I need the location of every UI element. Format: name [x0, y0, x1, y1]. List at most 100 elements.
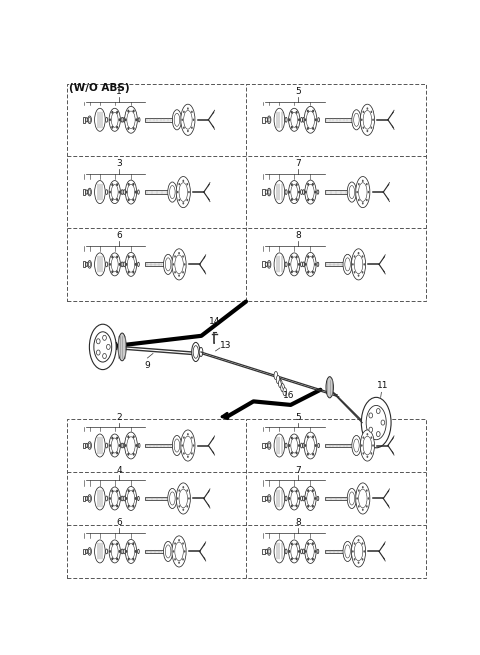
- Ellipse shape: [303, 117, 305, 122]
- Ellipse shape: [121, 443, 123, 448]
- Circle shape: [179, 183, 180, 185]
- Ellipse shape: [121, 190, 123, 195]
- Circle shape: [288, 497, 290, 500]
- Circle shape: [111, 255, 113, 258]
- Circle shape: [352, 263, 354, 265]
- Ellipse shape: [181, 104, 195, 136]
- Circle shape: [128, 558, 130, 561]
- Circle shape: [296, 504, 298, 508]
- Ellipse shape: [88, 495, 91, 502]
- Circle shape: [358, 539, 360, 542]
- Ellipse shape: [305, 540, 316, 563]
- Ellipse shape: [288, 253, 300, 276]
- Circle shape: [296, 489, 298, 493]
- Ellipse shape: [172, 436, 181, 456]
- Circle shape: [188, 497, 190, 500]
- Circle shape: [367, 130, 368, 132]
- Ellipse shape: [176, 176, 191, 208]
- Ellipse shape: [317, 262, 319, 267]
- Circle shape: [367, 107, 368, 110]
- Circle shape: [288, 550, 290, 553]
- Ellipse shape: [95, 181, 105, 204]
- Circle shape: [132, 489, 134, 492]
- Circle shape: [128, 255, 130, 258]
- Circle shape: [376, 409, 380, 413]
- Ellipse shape: [300, 190, 303, 195]
- Ellipse shape: [123, 117, 125, 122]
- Ellipse shape: [347, 182, 357, 202]
- Circle shape: [116, 504, 118, 508]
- Circle shape: [119, 119, 120, 121]
- Circle shape: [304, 119, 306, 121]
- Ellipse shape: [343, 542, 352, 561]
- Ellipse shape: [265, 443, 267, 447]
- Circle shape: [291, 198, 293, 201]
- Ellipse shape: [351, 536, 366, 567]
- Circle shape: [187, 130, 189, 132]
- Circle shape: [179, 505, 180, 508]
- Ellipse shape: [303, 190, 305, 195]
- Circle shape: [103, 354, 107, 358]
- Text: 1: 1: [116, 87, 122, 96]
- Ellipse shape: [274, 487, 285, 510]
- Ellipse shape: [288, 108, 300, 131]
- Ellipse shape: [303, 549, 305, 554]
- Circle shape: [366, 489, 368, 492]
- Ellipse shape: [109, 540, 120, 563]
- FancyBboxPatch shape: [145, 190, 168, 194]
- Circle shape: [179, 199, 180, 201]
- Circle shape: [127, 436, 130, 438]
- Circle shape: [298, 550, 300, 553]
- Ellipse shape: [285, 549, 287, 554]
- Circle shape: [358, 561, 360, 564]
- Circle shape: [119, 497, 120, 500]
- Circle shape: [125, 191, 127, 193]
- Ellipse shape: [138, 443, 140, 447]
- Text: 4: 4: [116, 466, 122, 474]
- Ellipse shape: [305, 180, 316, 204]
- Circle shape: [368, 497, 369, 500]
- Ellipse shape: [305, 252, 316, 276]
- Circle shape: [182, 255, 184, 257]
- Circle shape: [362, 436, 364, 439]
- Ellipse shape: [176, 483, 191, 514]
- Ellipse shape: [285, 262, 287, 267]
- Ellipse shape: [274, 108, 285, 131]
- Ellipse shape: [106, 190, 108, 195]
- Circle shape: [369, 413, 372, 418]
- FancyBboxPatch shape: [262, 189, 265, 195]
- Ellipse shape: [86, 443, 88, 447]
- Ellipse shape: [181, 430, 195, 461]
- Circle shape: [367, 433, 368, 436]
- Circle shape: [358, 505, 360, 508]
- Circle shape: [172, 550, 174, 553]
- FancyBboxPatch shape: [145, 118, 172, 122]
- Circle shape: [361, 558, 363, 561]
- Circle shape: [288, 119, 290, 121]
- Circle shape: [116, 126, 118, 128]
- Ellipse shape: [285, 443, 287, 448]
- Text: 6: 6: [116, 231, 122, 240]
- Circle shape: [183, 126, 185, 129]
- Circle shape: [135, 444, 137, 447]
- Ellipse shape: [274, 434, 285, 457]
- Circle shape: [192, 119, 194, 121]
- Circle shape: [291, 557, 293, 560]
- Circle shape: [184, 263, 186, 265]
- Circle shape: [358, 489, 360, 492]
- Ellipse shape: [86, 496, 88, 500]
- Ellipse shape: [106, 117, 108, 122]
- Circle shape: [182, 508, 184, 511]
- FancyBboxPatch shape: [83, 548, 85, 554]
- Circle shape: [296, 255, 298, 258]
- Ellipse shape: [274, 253, 285, 276]
- Circle shape: [132, 436, 135, 438]
- Circle shape: [307, 183, 309, 186]
- Circle shape: [181, 444, 183, 447]
- Ellipse shape: [168, 489, 177, 508]
- FancyBboxPatch shape: [324, 496, 347, 500]
- Circle shape: [291, 126, 293, 128]
- Ellipse shape: [278, 379, 282, 388]
- Ellipse shape: [274, 540, 285, 563]
- Ellipse shape: [138, 496, 139, 500]
